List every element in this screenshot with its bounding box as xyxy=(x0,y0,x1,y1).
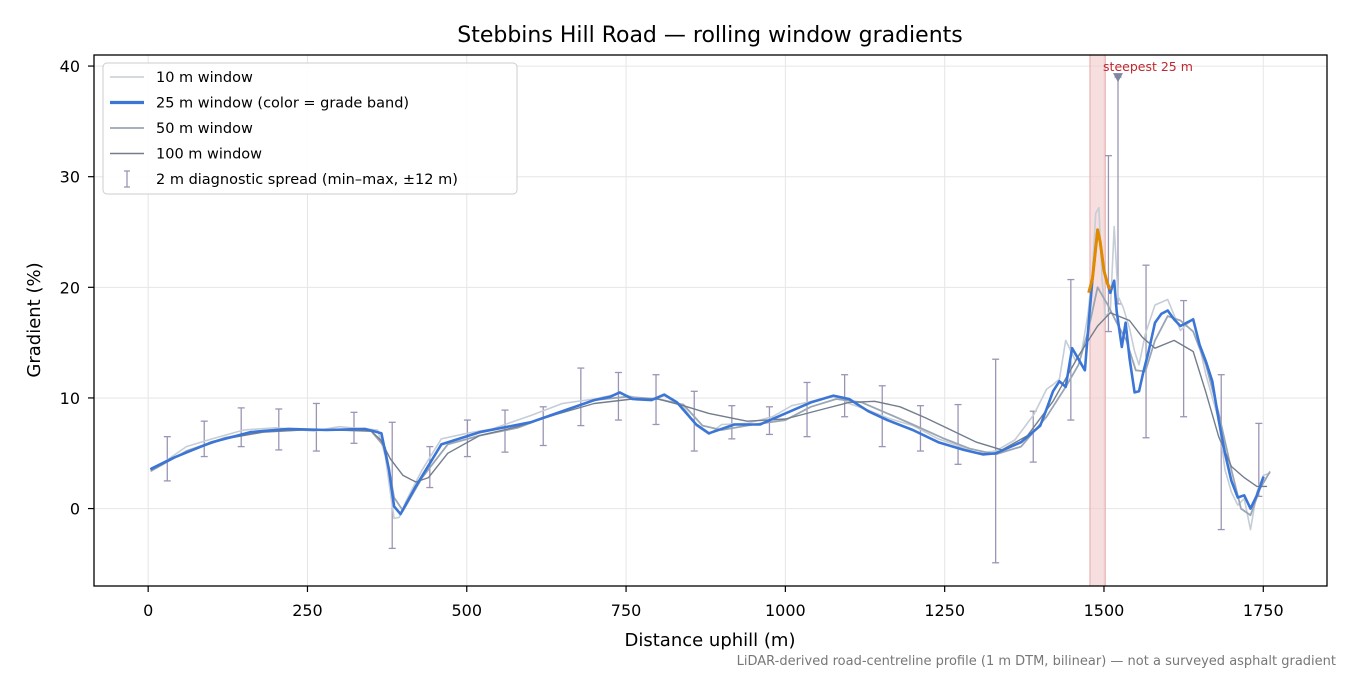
legend-item: 50 m window xyxy=(110,121,253,137)
y-tick-label: 10 xyxy=(60,389,80,408)
footnote: LiDAR-derived road-centreline profile (1… xyxy=(737,654,1336,669)
steepest-marker xyxy=(1112,73,1123,83)
x-tick-label: 0 xyxy=(143,601,153,620)
legend: 10 m window 25 m window (color = grade ba… xyxy=(102,62,518,195)
axis-ticks: 0 250 500 750 1000 1250 1500 1750 0 10 20 30 40 xyxy=(60,57,1284,620)
y-tick-label: 20 xyxy=(60,278,80,297)
spread-errorbar xyxy=(1217,374,1225,531)
y-tick-label: 0 xyxy=(70,500,80,519)
series-25m-steep-segment xyxy=(1087,228,1112,294)
legend-label: 100 m window xyxy=(156,147,262,163)
x-tick-label: 1750 xyxy=(1243,601,1284,620)
steep-band xyxy=(1089,55,1106,586)
x-tick-label: 1500 xyxy=(1084,601,1125,620)
plot-frame xyxy=(93,54,1328,587)
spread-errorbar xyxy=(163,436,171,482)
legend-label: 2 m diagnostic spread (min–max, ±12 m) xyxy=(156,172,458,188)
x-tick-label: 1250 xyxy=(924,601,965,620)
series-100m-line xyxy=(150,312,1268,488)
spread-errorbar xyxy=(992,358,1000,564)
x-tick-label: 1000 xyxy=(765,601,806,620)
spread-errorbar xyxy=(1104,155,1112,333)
y-tick-label: 40 xyxy=(60,57,80,76)
spread-errorbar xyxy=(1142,264,1150,439)
legend-label: 50 m window xyxy=(156,121,253,137)
annotation-label: steepest 25 m xyxy=(1103,59,1193,74)
spread-errorbar xyxy=(1180,299,1188,418)
x-tick-label: 750 xyxy=(611,601,642,620)
legend-box xyxy=(102,62,518,195)
spread-errorbar xyxy=(200,420,208,458)
x-axis-label: Distance uphill (m) xyxy=(625,630,796,651)
series-lines xyxy=(150,206,1271,531)
series-10m-line xyxy=(150,206,1271,531)
legend-item: 25 m window (color = grade band) xyxy=(110,96,409,112)
spread-errorbar xyxy=(577,367,585,427)
steep-band-rect xyxy=(1089,55,1106,586)
spread-errorbar xyxy=(539,406,547,447)
legend-label: 10 m window xyxy=(156,70,253,86)
legend-label: 25 m window (color = grade band) xyxy=(156,96,409,112)
x-tick-label: 250 xyxy=(292,601,323,620)
spread-errorbars xyxy=(163,76,1263,564)
spread-errorbar xyxy=(1114,76,1122,305)
spread-errorbar xyxy=(312,402,320,452)
legend-item: 2 m diagnostic spread (min–max, ±12 m) xyxy=(124,170,458,188)
spread-errorbar xyxy=(237,407,245,448)
y-tick-label: 30 xyxy=(60,168,80,187)
x-tick-label: 500 xyxy=(451,601,482,620)
legend-item: 100 m window xyxy=(110,147,262,163)
chart-title: Stebbins Hill Road — rolling window grad… xyxy=(457,23,962,48)
spread-errorbar xyxy=(841,374,849,418)
spread-errorbar xyxy=(954,403,962,465)
legend-item: 10 m window xyxy=(110,70,253,86)
steepest-annotation: steepest 25 m xyxy=(1103,59,1193,83)
spread-errorbar xyxy=(728,405,736,440)
y-axis-label: Gradient (%) xyxy=(24,262,45,377)
spread-errorbar xyxy=(614,371,622,421)
series-25m-line xyxy=(150,228,1265,516)
